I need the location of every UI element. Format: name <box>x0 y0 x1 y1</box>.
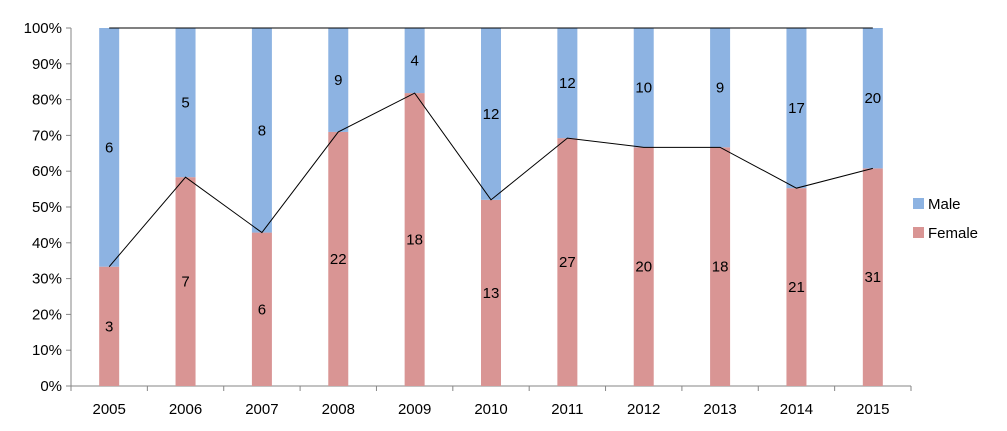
data-label-female: 22 <box>330 251 347 268</box>
x-tick-label: 2012 <box>627 401 660 418</box>
data-label-male: 9 <box>716 80 724 97</box>
connector-lines <box>108 27 873 267</box>
bar-male-2005[interactable] <box>99 28 120 267</box>
data-label-male: 20 <box>864 90 881 107</box>
legend-label-male: Male <box>928 196 961 213</box>
data-label-female: 13 <box>483 285 500 302</box>
data-label-male: 12 <box>559 75 576 92</box>
data-label-male: 5 <box>181 95 189 112</box>
data-label-male: 10 <box>635 80 652 97</box>
bar-male-2015[interactable] <box>862 28 883 169</box>
bar-female-2007[interactable] <box>251 232 272 386</box>
bar-female-2013[interactable] <box>710 147 731 386</box>
data-labels: 3 6 7 5 6 8 22 9 18 4 13 12 27 12 20 10 18 9 21 17 31 20 <box>105 53 881 336</box>
bar-female-2014[interactable] <box>786 188 807 386</box>
bar-female-2006[interactable] <box>175 177 196 386</box>
legend[interactable]: Male Female <box>913 196 978 242</box>
y-tick-label: 0% <box>40 378 62 395</box>
bar-female-2010[interactable] <box>481 199 501 386</box>
x-tick-label: 2010 <box>474 401 507 418</box>
y-tick-label: 50% <box>32 199 62 216</box>
y-axis: 0% 10% 20% 30% 40% 50% 60% 70% 80% 90% 100% <box>24 20 72 395</box>
data-label-female: 3 <box>105 318 113 335</box>
bar-male-2014[interactable] <box>786 28 807 189</box>
x-tick-label: 2008 <box>322 401 355 418</box>
y-tick-label: 70% <box>32 127 62 144</box>
x-tick-label: 2006 <box>169 401 202 418</box>
bar-male-2008[interactable] <box>328 28 349 132</box>
x-axis: 2005 2006 2007 2008 2009 2010 2011 2012 2013 2014… <box>70 385 912 418</box>
bar-female-2015[interactable] <box>862 168 883 386</box>
x-tick-label: 2015 <box>856 401 889 418</box>
data-label-male: 17 <box>788 100 805 117</box>
y-tick-label: 100% <box>24 20 62 37</box>
x-tick-label: 2009 <box>398 401 431 418</box>
bar-female-2011[interactable] <box>557 138 578 386</box>
bar-female-2012[interactable] <box>633 147 654 386</box>
bars <box>99 28 883 386</box>
data-label-male: 4 <box>410 53 418 70</box>
bar-male-2010[interactable] <box>481 28 501 200</box>
y-tick-label: 80% <box>32 92 62 109</box>
bar-female-2005[interactable] <box>99 266 120 386</box>
bar-male-2007[interactable] <box>251 28 272 233</box>
bar-male-2013[interactable] <box>710 28 731 148</box>
x-tick-label: 2007 <box>245 401 278 418</box>
data-label-female: 27 <box>559 254 576 271</box>
y-tick-label: 10% <box>32 342 62 359</box>
bar-male-2009[interactable] <box>404 28 425 94</box>
y-tick-label: 20% <box>32 306 62 323</box>
data-label-female: 18 <box>406 232 423 249</box>
bar-male-2006[interactable] <box>175 28 196 178</box>
connector-line-female <box>108 92 873 267</box>
data-label-female: 31 <box>864 269 881 286</box>
y-tick-label: 60% <box>32 163 62 180</box>
data-label-male: 8 <box>258 122 266 139</box>
legend-swatch-male <box>913 198 924 209</box>
data-label-female: 7 <box>181 274 189 291</box>
y-tick-label: 40% <box>32 235 62 252</box>
data-label-male: 9 <box>334 72 342 89</box>
bar-male-2011[interactable] <box>557 28 578 139</box>
legend-label-female: Female <box>928 225 978 242</box>
y-tick-label: 30% <box>32 271 62 288</box>
bar-male-2012[interactable] <box>633 28 654 148</box>
x-tick-label: 2011 <box>551 401 583 418</box>
data-label-female: 18 <box>712 259 729 276</box>
bar-female-2008[interactable] <box>328 131 349 386</box>
data-label-female: 20 <box>635 259 652 276</box>
x-tick-label: 2005 <box>92 401 125 418</box>
x-tick-label: 2014 <box>780 401 813 418</box>
y-tick-label: 90% <box>32 56 62 73</box>
legend-swatch-female <box>913 227 924 238</box>
data-label-male: 12 <box>483 106 500 123</box>
data-label-female: 21 <box>788 279 805 296</box>
data-label-male: 6 <box>105 139 113 156</box>
x-tick-label: 2013 <box>703 401 736 418</box>
data-label-female: 6 <box>258 301 266 318</box>
bar-female-2009[interactable] <box>404 93 425 386</box>
